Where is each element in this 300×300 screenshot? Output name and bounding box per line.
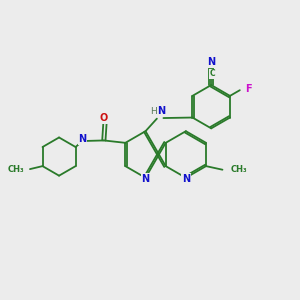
Text: CH₃: CH₃: [8, 165, 24, 174]
Text: N: N: [207, 57, 215, 67]
Text: N: N: [78, 134, 86, 144]
Text: O: O: [100, 113, 108, 123]
Text: CH₃: CH₃: [231, 165, 248, 174]
Text: C: C: [210, 69, 215, 78]
Text: N: N: [142, 174, 150, 184]
Text: N: N: [182, 174, 190, 184]
Text: F: F: [245, 84, 252, 94]
Text: N: N: [157, 106, 165, 116]
Text: H: H: [150, 107, 157, 116]
